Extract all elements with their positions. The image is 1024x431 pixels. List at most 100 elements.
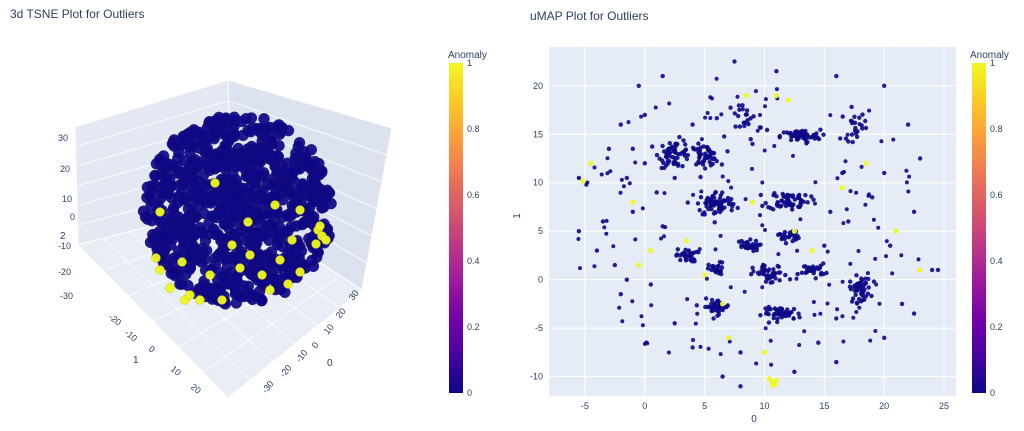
tsne-point — [230, 271, 243, 283]
umap-point — [663, 154, 669, 159]
umap-point — [866, 276, 871, 282]
umap-point — [600, 219, 606, 224]
umap-point — [857, 122, 862, 127]
umap-point — [790, 203, 795, 208]
umap-point — [718, 352, 723, 357]
umap-outlier-point — [749, 199, 756, 205]
umap-point — [691, 338, 695, 342]
umap-point — [783, 313, 788, 319]
umap-point — [711, 316, 716, 321]
tsne-point — [207, 127, 220, 140]
colorbar-title: Anomaly — [970, 50, 1009, 61]
umap-point — [675, 155, 680, 160]
umap-point — [772, 144, 777, 148]
tsne-point — [188, 243, 201, 256]
umap-point — [871, 217, 876, 222]
tsne-gridline — [228, 100, 388, 156]
umap-point — [791, 153, 795, 158]
umap-point — [755, 270, 761, 276]
umap-point — [703, 304, 708, 310]
umap-point — [649, 303, 654, 308]
umap-point — [642, 161, 647, 166]
umap-point — [678, 257, 683, 263]
umap-point — [710, 194, 715, 199]
umap-point — [800, 133, 805, 138]
umap-point — [633, 160, 638, 165]
tsne-y-tick: 10 — [322, 322, 336, 336]
tsne-point — [181, 212, 193, 224]
umap-point — [750, 166, 754, 171]
umap-point — [763, 200, 768, 206]
umap-point — [709, 301, 714, 307]
umap-point — [703, 200, 708, 206]
umap-point — [929, 267, 935, 273]
umap-point — [746, 243, 752, 248]
umap-point — [738, 350, 743, 355]
umap-point — [760, 180, 765, 185]
umap-point — [690, 145, 696, 150]
umap-point — [675, 247, 680, 252]
umap-x-tick: 20 — [879, 401, 889, 411]
umap-point — [697, 154, 702, 159]
umap-point — [720, 190, 725, 195]
tsne-point — [229, 249, 242, 261]
tsne-outlier-point — [217, 295, 227, 305]
umap-point — [717, 259, 723, 265]
tsne-outlier-point — [321, 235, 331, 245]
umap-point — [691, 192, 696, 197]
tsne-point — [166, 233, 179, 245]
umap-point — [599, 172, 604, 177]
tsne-x-tick: 0 — [147, 344, 157, 355]
umap-point — [773, 276, 778, 281]
umap-point — [854, 300, 860, 305]
tsne-z-tick: 20 — [60, 164, 70, 174]
umap-point — [718, 233, 723, 238]
tsne-point — [279, 182, 291, 195]
umap-point — [763, 228, 767, 232]
tsne-point — [177, 194, 189, 206]
umap-point — [787, 131, 792, 136]
tsne-point — [198, 207, 210, 220]
umap-point — [761, 267, 766, 272]
umap-outlier-point — [579, 178, 586, 184]
umap-point — [737, 124, 743, 129]
umap-point — [654, 152, 660, 158]
umap-point — [727, 339, 732, 344]
tsne-point — [254, 155, 266, 167]
umap-point — [699, 137, 704, 142]
umap-point — [592, 165, 597, 170]
umap-point — [835, 307, 840, 312]
umap-point — [705, 197, 710, 202]
tsne-point — [167, 202, 180, 214]
umap-point — [719, 162, 725, 167]
tsne-3d-scene[interactable]: 30 20 10 0 -10 -20 -30 2 -20 -10 0 10 20… — [58, 79, 393, 399]
umap-point — [860, 112, 865, 117]
umap-point — [640, 206, 645, 211]
umap-point — [695, 311, 700, 316]
umap-point — [714, 116, 719, 121]
umap-point — [781, 130, 786, 135]
umap-point — [675, 163, 681, 168]
umap-point — [683, 147, 689, 152]
umap-point — [707, 159, 712, 165]
umap-point — [788, 137, 794, 143]
umap-point — [869, 293, 874, 299]
umap-outlier-point — [743, 92, 750, 99]
tsne-point — [236, 147, 248, 159]
umap-point — [703, 151, 708, 156]
umap-point — [848, 261, 853, 266]
tsne-y-tick: -30 — [260, 379, 276, 395]
umap-point — [666, 150, 672, 155]
umap-point — [730, 204, 735, 209]
umap-point — [853, 292, 858, 297]
umap-point — [866, 193, 871, 198]
umap-plot-area[interactable]: -5 0 5 10 15 20 25 -10 -5 0 5 10 15 20 0 1 — [512, 47, 956, 425]
colorbar-tick: 0.6 — [990, 190, 1003, 200]
tsne-colorbar: Anomaly 1 0.8 0.6 0.4 0.2 0 — [448, 50, 487, 398]
umap-point — [684, 156, 690, 162]
umap-point — [816, 340, 821, 345]
tsne-y-tick: 0 — [310, 340, 321, 350]
colorbar-gradient — [449, 63, 463, 393]
umap-point — [735, 94, 740, 99]
